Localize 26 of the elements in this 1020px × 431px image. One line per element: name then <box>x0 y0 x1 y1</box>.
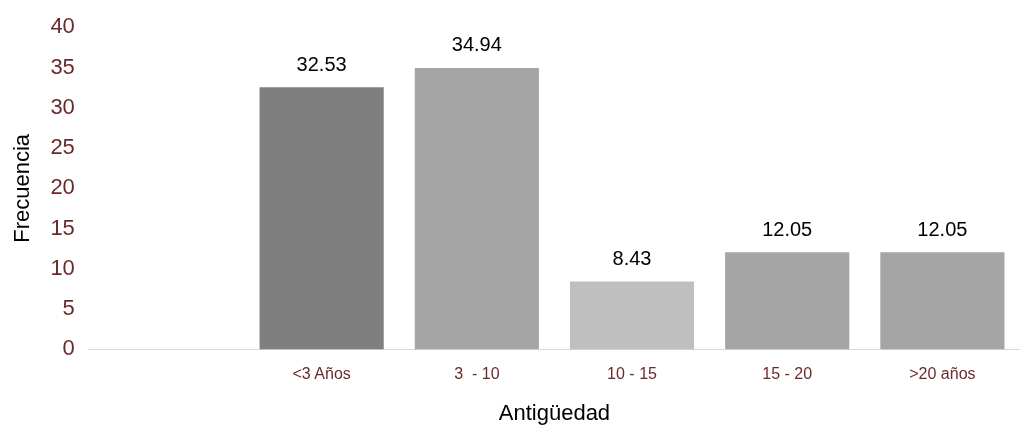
y-tick-label: 40 <box>50 13 75 39</box>
data-label: 32.53 <box>296 52 347 75</box>
x-tick-label: 10 - 15 <box>607 365 658 383</box>
y-tick-label: 5 <box>62 295 75 321</box>
y-tick-label: 30 <box>50 93 75 119</box>
bar <box>569 281 695 350</box>
bar <box>259 87 384 350</box>
bar <box>414 67 539 350</box>
data-label: 34.94 <box>451 33 502 56</box>
y-tick-label: 15 <box>50 214 75 240</box>
data-label: 8.43 <box>612 247 652 270</box>
x-tick-label: >20 años <box>909 365 976 383</box>
data-label: 12.05 <box>762 217 813 240</box>
y-tick-label: 10 <box>50 254 75 280</box>
bar <box>725 252 850 350</box>
data-label: 12.05 <box>917 217 968 240</box>
x-tick-label: 15 - 20 <box>762 365 813 383</box>
x-tick-label: 3 - 10 <box>454 365 500 383</box>
y-tick-label: 35 <box>50 53 75 79</box>
x-axis-title: Antigüedad <box>498 399 611 425</box>
y-tick-label: 0 <box>62 335 75 361</box>
bar <box>880 252 1005 350</box>
x-tick-label: <3 Años <box>292 365 351 383</box>
y-tick-label: 25 <box>50 134 75 160</box>
y-tick-label: 20 <box>50 174 75 200</box>
y-axis-title: Frecuencia <box>9 133 35 243</box>
